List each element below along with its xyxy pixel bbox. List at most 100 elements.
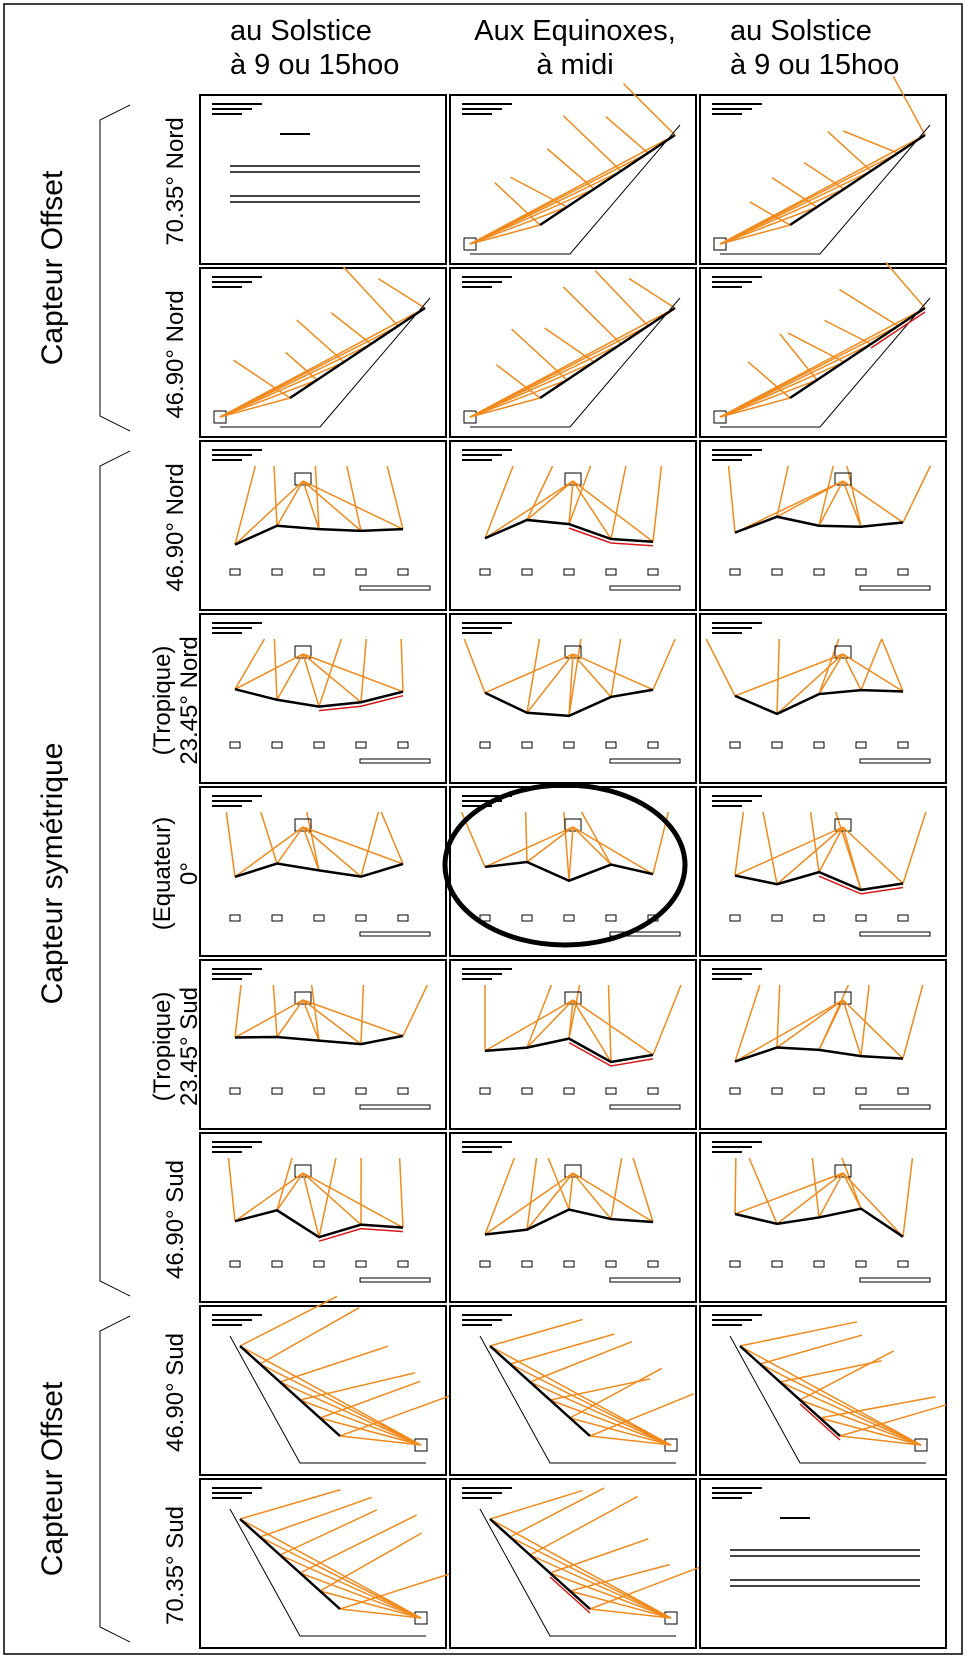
reflected-ray bbox=[779, 1381, 922, 1446]
reflected-ray bbox=[572, 999, 654, 1056]
sun-ray bbox=[562, 115, 622, 172]
panel-frame bbox=[449, 613, 697, 784]
sun-ray bbox=[234, 984, 242, 1038]
mirror-box bbox=[313, 568, 325, 576]
sun-ray bbox=[360, 811, 380, 877]
caption-line bbox=[712, 103, 762, 105]
scale-bar bbox=[359, 585, 431, 591]
reflected-ray bbox=[818, 999, 844, 1051]
panel bbox=[199, 266, 447, 438]
row-label-line: (Tropique) bbox=[149, 646, 176, 756]
row-label: 46.90° Nord bbox=[162, 463, 189, 591]
sun-ray bbox=[225, 811, 236, 877]
panel bbox=[699, 786, 947, 957]
mirror-chain bbox=[484, 860, 654, 883]
sun-ray bbox=[610, 465, 627, 540]
sun-ray bbox=[843, 130, 899, 154]
sun-ray bbox=[377, 278, 426, 309]
sun-ray bbox=[509, 1333, 615, 1365]
reflected-ray bbox=[842, 826, 862, 891]
caption-line bbox=[212, 1487, 262, 1489]
caption-line bbox=[462, 805, 492, 807]
caption-line bbox=[462, 286, 492, 288]
scale-bar bbox=[859, 931, 931, 937]
sun-ray bbox=[652, 638, 676, 691]
sun-ray bbox=[276, 1157, 293, 1211]
reflected-ray bbox=[302, 653, 320, 707]
sun-ray bbox=[279, 1509, 378, 1556]
reflected-ray bbox=[526, 1172, 574, 1231]
sun-ray bbox=[748, 1157, 778, 1225]
group-label: Capteur Offset bbox=[36, 1381, 69, 1576]
sun-ray bbox=[233, 359, 291, 399]
caption-line bbox=[712, 113, 742, 115]
caption-line bbox=[212, 281, 252, 283]
reflected-ray bbox=[299, 1399, 422, 1446]
caption-line bbox=[712, 1151, 742, 1153]
caption-line bbox=[212, 1141, 262, 1143]
sun-ray bbox=[234, 638, 266, 690]
reflected-ray bbox=[234, 1172, 304, 1222]
reflected-ray bbox=[529, 1554, 672, 1619]
panel bbox=[699, 1305, 947, 1476]
reflected-ray bbox=[526, 480, 574, 521]
mirror-chain bbox=[484, 1208, 654, 1236]
reflected-ray bbox=[842, 480, 904, 524]
caption-line bbox=[212, 973, 252, 975]
panel bbox=[199, 786, 447, 957]
reflected-ray bbox=[469, 206, 568, 245]
caption-line bbox=[462, 1314, 512, 1316]
caption-line bbox=[712, 800, 752, 802]
caption-line bbox=[462, 632, 492, 634]
caption-line bbox=[212, 103, 262, 105]
mirror-chain bbox=[734, 1207, 904, 1238]
reflected-ray bbox=[572, 1172, 654, 1223]
sun-ray bbox=[759, 1334, 863, 1365]
sun-ray bbox=[884, 261, 926, 309]
mirror-box bbox=[271, 1260, 283, 1268]
sun-ray bbox=[860, 638, 883, 691]
sun-ray bbox=[569, 1367, 663, 1419]
sun-ray bbox=[902, 984, 924, 1059]
mirror-box bbox=[855, 741, 867, 749]
mirror-box bbox=[647, 741, 659, 749]
reflected-ray bbox=[276, 826, 304, 864]
sun-ray bbox=[779, 1359, 882, 1383]
reflected-ray bbox=[279, 1554, 422, 1619]
mirror-box bbox=[729, 741, 741, 749]
mirror-box bbox=[397, 1087, 409, 1095]
sun-ray bbox=[310, 984, 320, 1041]
panel bbox=[199, 1478, 455, 1649]
mirror-box bbox=[313, 1087, 325, 1095]
panel-frame bbox=[449, 1478, 697, 1649]
receiver bbox=[463, 237, 477, 251]
bracket bbox=[99, 1315, 131, 1643]
reflected-ray bbox=[572, 826, 612, 866]
bracket bbox=[99, 104, 131, 432]
mirror-box bbox=[479, 914, 491, 922]
reflected-ray bbox=[484, 999, 574, 1052]
reflected-ray bbox=[568, 480, 574, 525]
reflected-ray bbox=[818, 480, 844, 527]
sun-ray bbox=[402, 984, 429, 1037]
caption-line bbox=[712, 281, 752, 283]
caption-line bbox=[462, 459, 492, 461]
sun-ray bbox=[610, 1157, 623, 1220]
mirror-box bbox=[563, 741, 575, 749]
reflected-ray bbox=[842, 653, 904, 693]
mirror-box bbox=[271, 568, 283, 576]
caption-line bbox=[712, 805, 742, 807]
reflected-ray bbox=[234, 999, 304, 1039]
mirror-box bbox=[605, 914, 617, 922]
group-label: Capteur Offset bbox=[36, 170, 69, 365]
sun-ray bbox=[727, 465, 736, 533]
reflected-ray bbox=[302, 826, 362, 878]
mirror-box bbox=[271, 741, 283, 749]
reflected-ray bbox=[776, 999, 844, 1049]
mirror-chain bbox=[234, 862, 404, 879]
panel bbox=[699, 1478, 947, 1649]
reflected-ray bbox=[259, 1363, 422, 1446]
mirror-box bbox=[647, 1260, 659, 1268]
row-label: 46.90° Nord bbox=[162, 290, 189, 418]
reflected-ray bbox=[799, 1399, 922, 1446]
